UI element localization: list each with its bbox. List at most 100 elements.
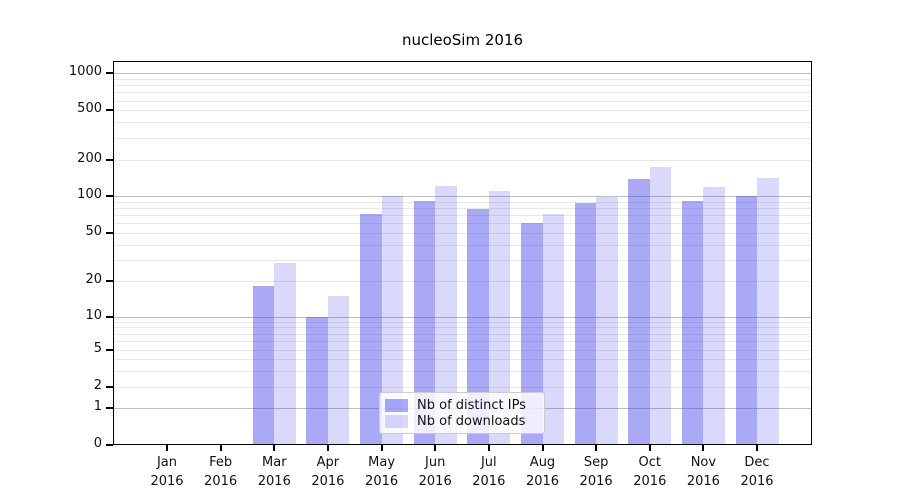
gridline-minor xyxy=(113,110,812,112)
x-axis-month-label: Jun 2016 xyxy=(418,455,452,489)
legend-swatch-distinct-ips xyxy=(385,399,408,412)
y-axis-tick-label: 200 xyxy=(77,150,102,166)
y-axis-tick-label: 500 xyxy=(77,101,102,117)
gridline-minor xyxy=(113,341,812,343)
bar-downloads xyxy=(596,197,618,445)
y-axis-tick-label: 10 xyxy=(85,307,102,323)
x-axis-month-label: Jul 2016 xyxy=(472,455,506,489)
gridline-minor xyxy=(113,232,812,234)
bar-downloads xyxy=(757,177,779,445)
gridline-minor xyxy=(113,386,812,388)
bar-downloads xyxy=(703,186,725,445)
x-axis-month-label: Feb 2016 xyxy=(204,455,238,489)
gridline-minor xyxy=(113,201,812,203)
y-axis-tick-label: 50 xyxy=(85,223,102,239)
gridline-minor xyxy=(113,137,812,139)
y-axis-tick xyxy=(106,109,113,112)
gridline-minor xyxy=(113,281,812,282)
bar-downloads xyxy=(381,196,404,445)
x-axis-month-label: Oct 2016 xyxy=(633,455,667,489)
x-axis-month-label: Mar 2016 xyxy=(257,455,291,489)
x-axis-month-label: Aug 2016 xyxy=(525,455,560,489)
y-axis-tick-label: 2 xyxy=(93,377,102,393)
y-axis-tick xyxy=(106,280,113,282)
gridline-minor xyxy=(113,321,812,323)
x-axis-tick xyxy=(648,445,651,451)
gridline-minor xyxy=(113,333,812,335)
x-axis-tick xyxy=(326,445,329,451)
gridline-minor xyxy=(113,92,812,94)
y-axis-tick xyxy=(106,407,113,410)
gridline-minor xyxy=(113,215,812,217)
bar-distinct-ips xyxy=(521,223,543,445)
x-axis-tick xyxy=(487,445,490,451)
y-axis-tick xyxy=(106,385,113,388)
y-axis-tick-label: 5 xyxy=(93,341,102,356)
gridline-minor xyxy=(113,208,812,210)
bar-distinct-ips xyxy=(735,196,757,445)
x-axis-tick xyxy=(380,445,383,451)
x-axis-tick xyxy=(434,445,437,451)
y-axis-tick xyxy=(106,349,113,351)
y-axis-tick xyxy=(106,195,113,198)
legend-label-downloads: Nb of downloads xyxy=(417,414,526,429)
gridline-minor xyxy=(113,359,812,360)
x-axis-tick xyxy=(219,445,222,451)
x-axis-tick xyxy=(166,445,168,451)
x-axis-tick xyxy=(273,445,276,451)
y-axis-tick xyxy=(106,231,113,234)
gridline-minor xyxy=(113,244,812,246)
bar-distinct-ips xyxy=(628,178,650,445)
gridline-minor xyxy=(113,259,812,261)
y-axis-tick xyxy=(106,443,113,446)
legend-swatch-downloads xyxy=(385,415,408,428)
bar-downloads xyxy=(488,191,511,445)
bar-distinct-ips xyxy=(681,200,704,445)
gridline-major xyxy=(113,196,812,198)
bar-distinct-ips xyxy=(360,213,382,445)
gridline-minor xyxy=(113,122,812,124)
y-axis-tick xyxy=(106,158,113,161)
gridline-minor xyxy=(113,370,812,372)
x-axis-month-label: Apr 2016 xyxy=(311,455,345,489)
y-axis-tick xyxy=(106,72,113,75)
x-axis-month-label: Jan 2016 xyxy=(150,455,184,489)
y-axis-tick-label: 0 xyxy=(93,435,102,451)
bar-downloads xyxy=(274,263,296,445)
y-axis-tick xyxy=(106,315,113,318)
bar-downloads xyxy=(327,295,350,445)
bar-downloads xyxy=(542,213,564,445)
y-axis-tick-label: 1000 xyxy=(68,64,102,80)
plot-area xyxy=(113,61,812,445)
x-axis-month-label: Sep 2016 xyxy=(579,455,613,489)
legend: Nb of distinct IPs Nb of downloads xyxy=(379,392,545,434)
x-axis-month-label: Nov 2016 xyxy=(686,455,720,489)
y-axis-tick-label: 100 xyxy=(77,187,102,203)
x-axis-month-label: May 2016 xyxy=(365,455,399,489)
legend-label-distinct-ips: Nb of distinct IPs xyxy=(417,398,526,413)
gridline-minor xyxy=(113,327,812,329)
bar-distinct-ips xyxy=(467,209,489,445)
gridline-minor xyxy=(113,85,812,87)
legend-row-downloads: Nb of downloads xyxy=(385,414,538,429)
bar-distinct-ips xyxy=(413,200,436,445)
bar-downloads xyxy=(435,186,457,445)
gridline-minor xyxy=(113,350,812,351)
x-axis-tick xyxy=(756,445,758,451)
chart-title: nucleoSim 2016 xyxy=(401,31,524,49)
bar-distinct-ips xyxy=(306,316,328,445)
legend-row-distinct-ips: Nb of distinct IPs xyxy=(385,398,538,413)
y-axis-tick-label: 1 xyxy=(93,399,102,415)
x-axis-tick xyxy=(541,445,544,451)
x-axis-tick xyxy=(595,445,598,451)
x-axis-tick xyxy=(702,445,705,451)
gridline-minor xyxy=(113,78,812,80)
y-axis-tick-label: 20 xyxy=(85,272,102,287)
gridline-major xyxy=(113,73,812,75)
bar-distinct-ips xyxy=(252,286,275,445)
gridline-major xyxy=(113,316,812,318)
x-axis-month-label: Dec 2016 xyxy=(740,455,774,489)
gridline-minor xyxy=(113,159,812,161)
gridline-minor xyxy=(113,223,812,225)
